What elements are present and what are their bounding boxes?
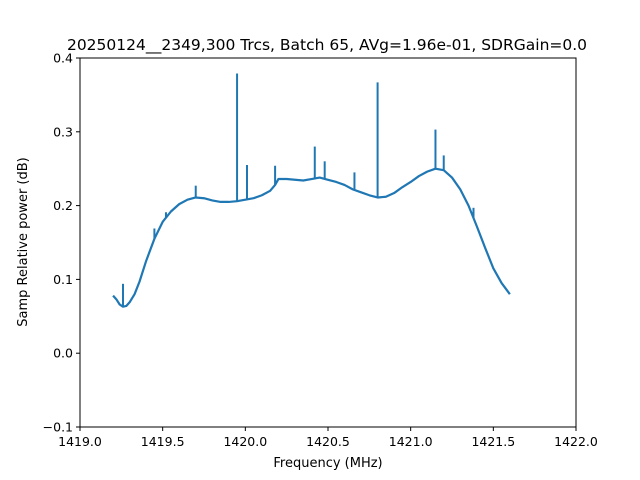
x-tick-label: 1421.5	[471, 434, 515, 449]
chart-title: 20250124__2349,300 Trcs, Batch 65, AVg=1…	[67, 36, 587, 55]
y-tick-label: 0.0	[53, 346, 73, 361]
y-tick-label: 0.4	[53, 51, 73, 66]
y-tick-label: −0.1	[43, 420, 73, 435]
y-axis: −0.1 0.0 0.1 0.2 0.3 0.4	[43, 51, 80, 435]
x-tick-label: 1420.0	[223, 434, 267, 449]
y-tick-label: 0.2	[53, 198, 73, 213]
y-axis-label: Samp Relative power (dB)	[16, 157, 31, 326]
x-tick-label: 1419.5	[141, 434, 185, 449]
y-tick-label: 0.3	[53, 124, 73, 139]
series-line-0	[112, 167, 511, 308]
y-tick-label: 0.1	[53, 272, 73, 287]
x-tick-label: 1422.0	[554, 434, 598, 449]
x-tick-label: 1421.0	[389, 434, 433, 449]
plot-area	[112, 73, 511, 308]
axes-frame	[79, 57, 577, 428]
x-tick-label: 1419.0	[58, 434, 102, 449]
x-tick-label: 1420.5	[306, 434, 350, 449]
x-axis: 1419.0 1419.5 1420.0 1420.5 1421.0 1421.5 1422…	[58, 427, 598, 449]
x-axis-label: Frequency (MHz)	[273, 456, 382, 471]
